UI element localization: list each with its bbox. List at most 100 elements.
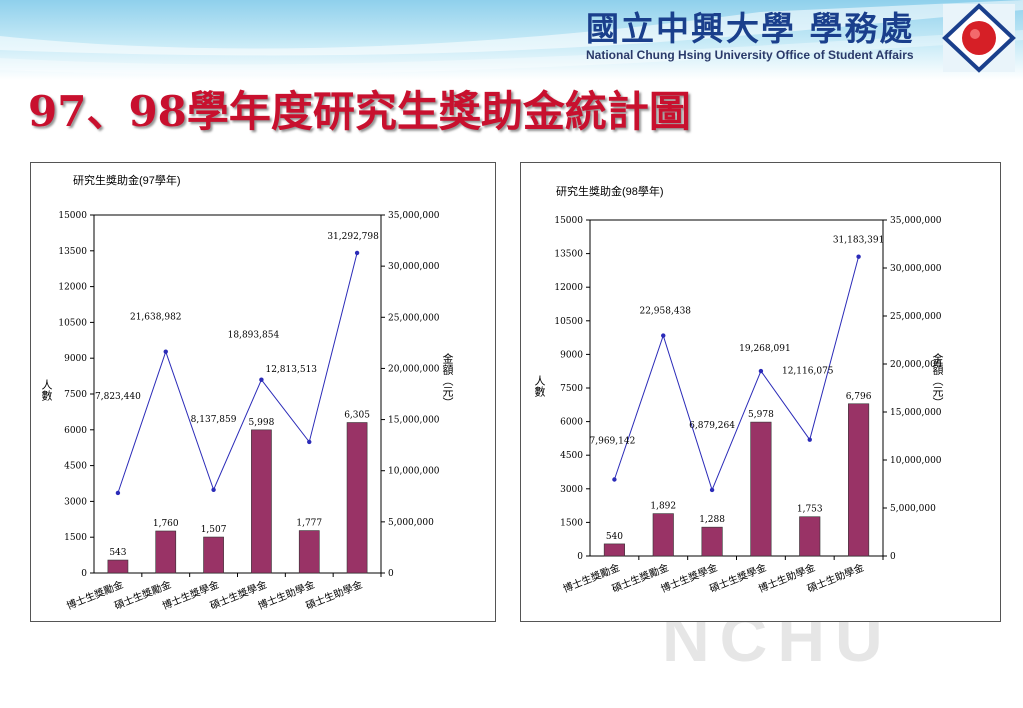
university-name-cn: 國立中興大學 學務處 [586,9,915,48]
bar [652,513,674,557]
amount-point [709,487,715,493]
amount-data-label: 7,969,142 [590,436,636,446]
amount-data-label: 31,292,798 [327,232,379,242]
y-tick-label: 9000 [560,350,583,360]
university-logo-icon [941,2,1017,74]
amount-line [613,256,860,492]
amount-line [117,252,358,494]
y-tick-label: 7500 [560,384,583,394]
x-tick-label: 碩士生助學金 [805,561,866,596]
amount-data-label: 12,813,513 [265,365,317,375]
bar [251,429,272,574]
amount-point [163,349,168,354]
y-axis-label: 人數 [40,379,53,401]
bar [848,403,870,557]
amount-point [307,439,312,445]
y2-tick-label: 10,000,000 [890,456,942,466]
bar [203,536,224,574]
y2-tick-label: 20,000,000 [890,360,942,370]
y2-tick-label: 15,000,000 [890,408,942,418]
bar [298,530,320,574]
y-tick-label: 15000 [58,211,87,221]
bar-data-label: 1,753 [797,505,823,515]
amount-data-label: 21,638,982 [130,313,182,323]
bar-data-label: 6,796 [846,392,872,402]
chart-title: 研究生獎助金(97學年) [73,175,181,187]
bar-data-label: 5,998 [249,418,275,428]
amount-point [115,490,121,496]
y2-tick-label: 15,000,000 [388,416,440,426]
chart-title: 研究生獎助金(98學年) [556,186,664,198]
amount-data-label: 31,183,391 [833,236,885,246]
y2-tick-label: 5,000,000 [388,518,434,528]
y-tick-label: 0 [577,552,583,562]
plot-area [589,219,884,557]
y-tick-label: 13500 [58,247,87,257]
bar [107,559,129,574]
chart-97: 0 1500 3000 4500 6000 7500 9000 10500 12000 13500… [58,211,440,612]
amount-point [259,377,264,382]
y-tick-label: 3000 [64,497,87,507]
y-tick-label: 1500 [64,533,87,543]
y-tick-label: 7500 [64,390,87,400]
bar [155,530,177,574]
y-tick-label: 6000 [560,418,583,428]
y2-tick-label: 35,000,000 [890,216,942,226]
chart-panel-97: 研究生獎助金(97學年) 人數 金額（元） 0 1500 3000 4500 6000 7… [30,162,496,622]
y-tick-label: 3000 [560,485,583,495]
y-tick-label: 4500 [560,451,583,461]
y2-tick-label: 25,000,000 [890,312,942,322]
y2-tick-label: 20,000,000 [388,364,440,374]
header-band [0,0,1023,80]
y2-tick-label: 5,000,000 [890,504,936,514]
y-tick-label: 13500 [554,250,583,260]
y2-tick-label: 10,000,000 [388,467,440,477]
amount-data-label: 18,893,854 [228,331,280,341]
bar [701,526,723,557]
y-tick-label: 0 [81,569,87,579]
amount-data-label: 8,137,859 [191,415,237,425]
bar [603,543,625,557]
y2-tick-label: 35,000,000 [388,211,440,221]
page-title: 97、98學年度研究生獎助金統計圖 [28,87,691,136]
header-swoosh [0,0,1023,75]
amount-point [856,254,861,259]
bar-data-label: 1,760 [153,519,179,529]
amount-data-label: 19,268,091 [739,344,791,354]
amount-point [211,487,216,492]
bar-data-label: 1,288 [699,515,725,525]
bar-data-label: 543 [109,548,126,558]
y2-axis-label: 金額（元） [931,353,944,408]
y-tick-label: 12000 [58,283,87,293]
chart-panel-98: 研究生獎助金(98學年) 人數 金額（元） 0 1500 3000 4500 6000 7… [520,162,1001,622]
bar [750,421,772,557]
amount-point [807,437,812,442]
y-tick-label: 15000 [554,216,583,226]
y2-tick-label: 0 [890,552,896,562]
bar [346,422,368,574]
amount-point [612,477,617,482]
y2-axis-label: 金額（元） [441,353,454,408]
bar-data-label: 5,978 [748,410,774,420]
university-name-en: National Chung Hsing University Office o… [586,48,914,62]
y2-tick-label: 30,000,000 [890,264,942,274]
y2-tick-label: 30,000,000 [388,262,440,272]
bar-data-label: 540 [606,532,623,542]
amount-data-label: 6,879,264 [689,421,735,431]
y-tick-label: 1500 [560,518,583,528]
y-tick-label: 9000 [64,354,87,364]
amount-data-label: 12,116,075 [782,367,834,377]
y-tick-label: 12000 [554,283,583,293]
y2-tick-label: 25,000,000 [388,313,440,323]
y-tick-label: 4500 [64,462,87,472]
y-tick-label: 10500 [58,318,87,328]
chart-98: 0 1500 3000 4500 6000 7500 9000 10500 12000 13500… [554,216,942,596]
bar-data-label: 6,305 [344,411,370,421]
y-axis-label: 人數 [533,375,546,397]
bar-data-label: 1,777 [296,519,322,529]
bar [799,516,821,557]
amount-data-label: 22,958,438 [639,307,691,317]
amount-data-label: 7,823,440 [95,392,141,402]
y-tick-label: 6000 [64,426,87,436]
amount-point [758,368,764,374]
